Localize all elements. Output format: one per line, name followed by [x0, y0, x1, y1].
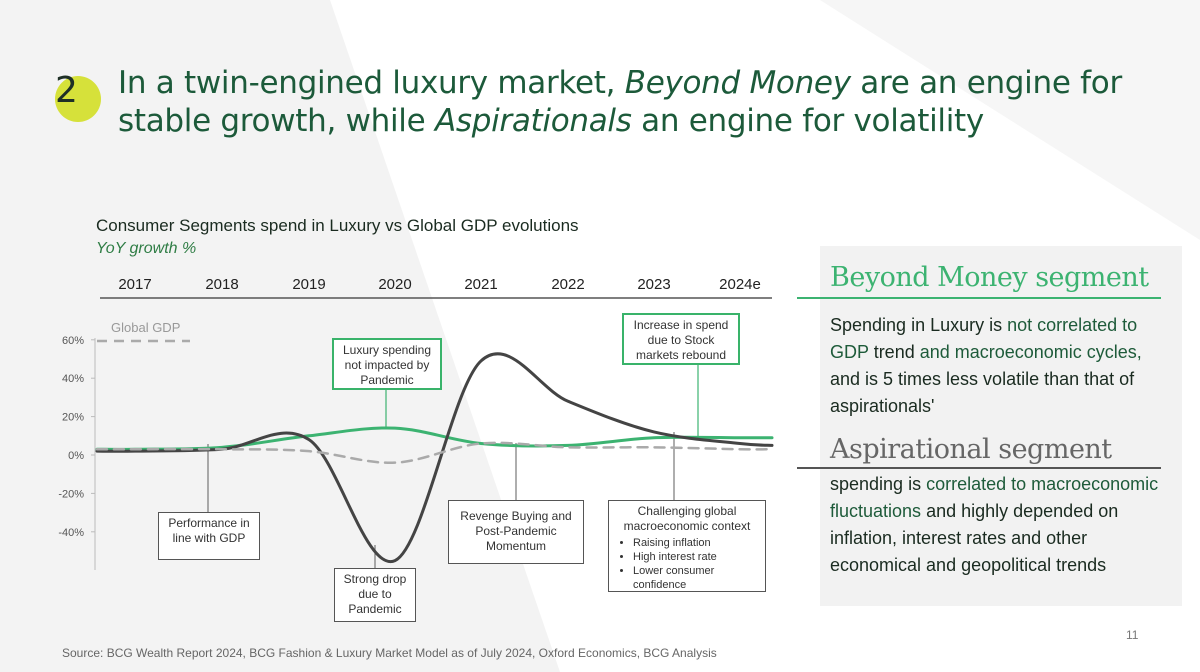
year-label: 2019	[292, 276, 325, 293]
challenging-item: Lower consumer confidence	[633, 564, 759, 592]
callout-performance: Performance in line with GDP	[158, 512, 260, 560]
year-label: 2020	[378, 276, 411, 293]
year-label: 2018	[205, 276, 238, 293]
aspirational-divider	[797, 467, 1161, 469]
beyond-money-title: Beyond Money segment	[830, 262, 1149, 293]
headline: In a twin-engined luxury market, Beyond …	[118, 65, 1122, 139]
series-line-beyond-money	[95, 426, 774, 451]
challenging-item: Raising inflation	[633, 536, 759, 550]
year-label: 2023	[637, 276, 670, 293]
segments-panel	[820, 246, 1182, 606]
y-tick-label: -20%	[58, 488, 84, 500]
source-note: Source: BCG Wealth Report 2024, BCG Fash…	[62, 646, 717, 660]
page-number: 11	[1126, 628, 1139, 642]
slide-number-circle	[55, 76, 101, 122]
callout-strong-drop: Strong drop due to Pandemic	[334, 568, 416, 622]
year-label: 2017	[118, 276, 151, 293]
year-label: 2022	[551, 276, 584, 293]
year-label: 2021	[464, 276, 497, 293]
y-tick-label: -40%	[58, 527, 84, 539]
challenging-item: High interest rate	[633, 550, 759, 564]
aspirational-text: spending is correlated to macroeconomic …	[830, 474, 1159, 575]
y-tick-label: 0%	[68, 450, 84, 462]
y-tick-label: 20%	[62, 412, 84, 424]
callout-revenge: Revenge Buying and Post-Pandemic Momentu…	[448, 500, 584, 564]
series-line-global-gdp	[95, 441, 774, 464]
year-label: 2024e	[719, 276, 761, 293]
slide-number: 2	[55, 70, 78, 111]
callout-luxury-not-impacted: Luxury spending not impacted by Pandemic	[332, 338, 442, 390]
y-tick-label: 60%	[62, 335, 84, 347]
beyond-money-divider	[797, 297, 1161, 299]
chart-title: Consumer Segments spend in Luxury vs Glo…	[96, 216, 579, 235]
beyond-money-text: Spending in Luxury is not correlated to …	[830, 315, 1142, 416]
y-tick-label: 40%	[62, 373, 84, 385]
aspirational-title: Aspirational segment	[830, 434, 1112, 465]
callout-challenging: Challenging global macroeconomic context…	[608, 500, 766, 592]
chart-subtitle: YoY growth %	[96, 240, 197, 257]
legend-gdp-label: Global GDP	[111, 320, 180, 335]
callout-increase-stock: Increase in spend due to Stock markets r…	[622, 313, 740, 365]
